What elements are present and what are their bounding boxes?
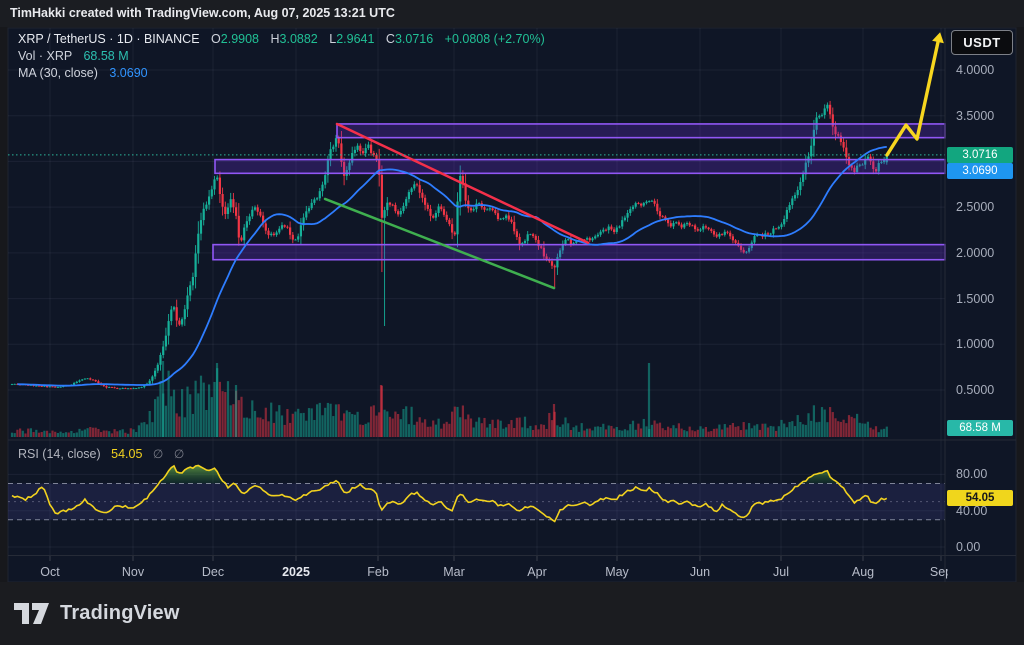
legend-volume-row: Vol · XRP 68.58 M [18,48,545,65]
price-tick-label: 3.5000 [956,108,995,123]
rsi-label: RSI (14, close) [18,447,101,461]
volume-value: 68.58 M [83,49,129,63]
red-trendline[interactable] [335,122,590,245]
volume-badge: 68.58 M [947,420,1013,436]
time-axis[interactable]: Oct Nov Dec 2025 Feb Mar Apr May Jun Jul… [8,556,948,582]
rsi-neutral-band [8,483,945,520]
time-tick-label: Aug [851,565,875,579]
legend-ma-row: MA (30, close) 3.0690 [18,65,545,82]
rsi-pane [8,464,945,523]
ohlc-low-label: L [329,32,337,46]
time-tick-label: Jul [773,565,789,579]
ma-value: 3.0690 [109,66,148,80]
ohlc-close-label: C [385,32,395,46]
candles [10,100,888,390]
legend-symbol-row: XRP / TetherUS · 1D · BINANCE O2.9908 H3… [18,31,545,48]
rsi-lower-band-hidden-icon: ∅ [173,447,185,461]
ohlc-high-value: 3.0882 [279,32,318,46]
ma-price-badge: 3.0690 [947,163,1013,179]
ohlc-open-value: 2.9908 [220,32,259,46]
rsi-line[interactable] [11,464,888,523]
rsi-upper-band-hidden-icon: ∅ [152,447,164,461]
ma-label: MA (30, close) [18,66,98,80]
price-tick-label: 2.5000 [956,200,995,215]
ohlc-high-label: H [270,32,280,46]
rsi-tick-label: 0.00 [956,540,981,554]
yellow-arrow-drawing[interactable] [885,32,944,157]
time-tick-label: May [605,565,629,579]
rsi-tick-label: 40.00 [956,503,988,518]
price-tick-label: 2.0000 [956,245,995,260]
last-price-badge: 3.0716 [947,147,1013,163]
ohlc-low-value: 2.9641 [336,32,375,46]
volume-bars [10,361,888,437]
currency-badge: USDT [951,30,1013,55]
time-tick-label: Oct [40,565,60,579]
ohlc-open-label: O [211,32,221,46]
change-value: +0.0808 (+2.70%) [444,32,545,46]
green-trendline[interactable] [323,197,556,290]
ohlc-close-value: 3.0716 [394,32,434,46]
time-tick-label: Nov [121,565,145,579]
time-tick-label: Sep [929,565,948,579]
price-tick-label: 1.0000 [956,337,995,352]
time-tick-label: Feb [367,565,389,579]
price-tick-label: 0.5000 [956,383,995,397]
time-tick-label: Apr [527,565,547,579]
footer-bar: TradingView [0,582,1024,645]
time-tick-label: Dec [201,565,225,579]
rsi-tick-label: 80.00 [956,467,988,482]
rsi-value: 54.05 [111,447,143,461]
price-scale[interactable]: USDT 4.0000 3.5000 2.5000 2.0000 1.5000 … [945,28,1016,582]
price-tick-label: 1.5000 [956,291,995,306]
tradingview-brand-text[interactable]: TradingView [60,602,180,624]
price-tick-label: 4.0000 [956,63,995,77]
symbol-title: XRP / TetherUS · 1D · BINANCE [18,32,200,46]
rsi-value-badge: 54.05 [947,490,1013,506]
time-tick-label-year: 2025 [282,565,310,579]
chart-legend: XRP / TetherUS · 1D · BINANCE O2.9908 H3… [18,31,545,82]
volume-label: Vol · XRP [18,49,72,63]
time-tick-label: Jun [689,565,711,579]
resistance-band-mid[interactable] [214,158,946,175]
support-band[interactable] [212,243,946,261]
rsi-legend: RSI (14, close) 54.05 ∅ ∅ [18,446,184,462]
tradingview-logo-icon[interactable] [14,602,50,626]
rsi-overbought-fill [8,465,887,484]
ma-30-line[interactable] [17,146,887,387]
attribution-bar: TimHakki created with TradingView.com, A… [0,0,1024,27]
resistance-band-upper[interactable] [336,123,946,139]
time-tick-label: Mar [443,565,465,579]
